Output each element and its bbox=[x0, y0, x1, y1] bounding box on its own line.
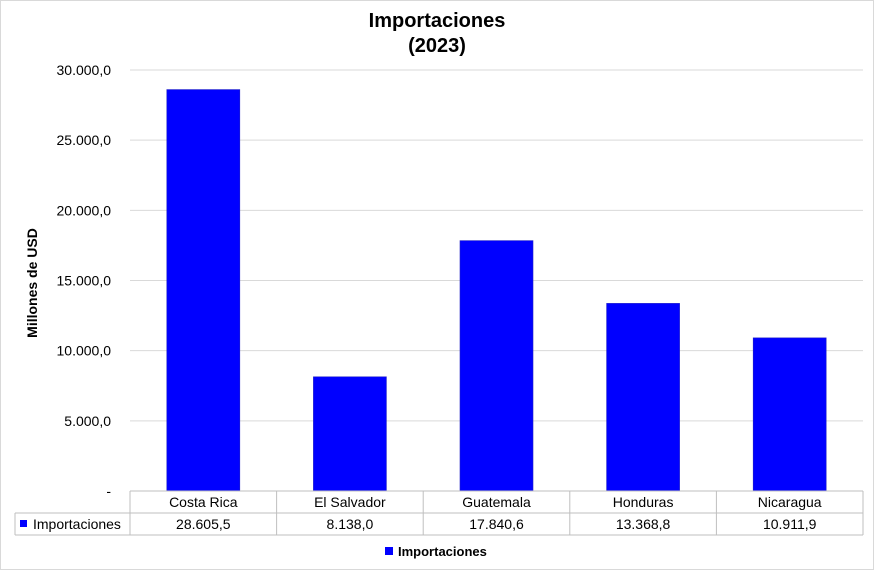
bar bbox=[752, 337, 827, 492]
legend-label: Importaciones bbox=[398, 544, 487, 559]
y-tick-label: 20.000,0 bbox=[57, 202, 112, 218]
bar bbox=[166, 89, 241, 492]
table-value: 13.368,8 bbox=[616, 516, 671, 532]
series-key bbox=[20, 520, 27, 527]
y-axis-label: Millones de USD bbox=[24, 228, 40, 338]
series-row-header: Importaciones bbox=[33, 516, 121, 532]
category-label: Costa Rica bbox=[169, 494, 238, 510]
legend: Importaciones bbox=[385, 544, 487, 559]
table-value: 8.138,0 bbox=[327, 516, 374, 532]
category-label: El Salvador bbox=[314, 494, 386, 510]
y-tick-label: 25.000,0 bbox=[57, 132, 112, 148]
y-tick-label: 10.000,0 bbox=[57, 343, 112, 359]
chart-title: Importaciones bbox=[369, 10, 506, 32]
bar bbox=[313, 376, 387, 492]
data-table: Costa Rica 28.605,5 El Salvador 8.138,0 Guat… bbox=[14, 490, 864, 536]
category-label: Honduras bbox=[613, 494, 674, 510]
category-label: Guatemala bbox=[462, 494, 531, 510]
table-value: 17.840,6 bbox=[469, 516, 524, 532]
table-value: 10.911,9 bbox=[763, 516, 817, 532]
chart-subtitle: (2023) bbox=[408, 35, 466, 57]
category-label: Nicaragua bbox=[758, 494, 822, 510]
bar bbox=[606, 303, 680, 492]
y-tick-label: - bbox=[106, 483, 111, 499]
bars bbox=[166, 89, 827, 492]
y-tick-label: 5.000,0 bbox=[64, 413, 111, 429]
y-tick-label: 15.000,0 bbox=[57, 273, 112, 289]
table-value: 28.605,5 bbox=[176, 516, 231, 532]
y-tick-label: 30.000,0 bbox=[57, 62, 112, 78]
legend-swatch bbox=[385, 547, 393, 555]
y-axis-ticks: - 5.000,0 10.000,0 15.000,0 20.000,0 25.000,0… bbox=[57, 62, 112, 499]
bar bbox=[459, 240, 534, 492]
